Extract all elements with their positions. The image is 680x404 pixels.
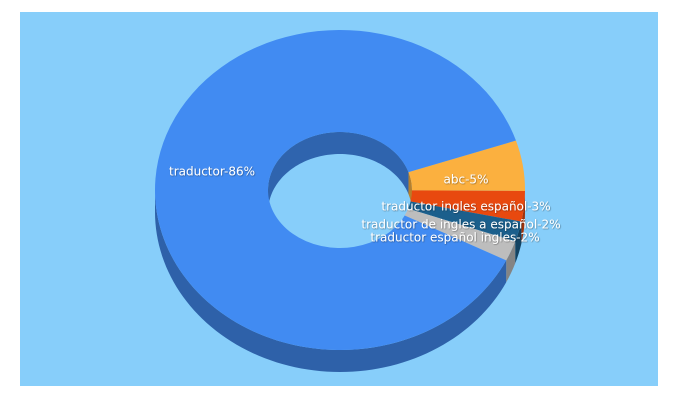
slice-label: traductor de ingles a español-2%: [361, 218, 560, 232]
slice-label: abc-5%: [444, 173, 489, 187]
slice-label: traductor ingles español-3%: [381, 200, 550, 214]
slice-label: traductor español ingles-2%: [370, 231, 539, 245]
slice-label: traductor-86%: [169, 165, 255, 179]
